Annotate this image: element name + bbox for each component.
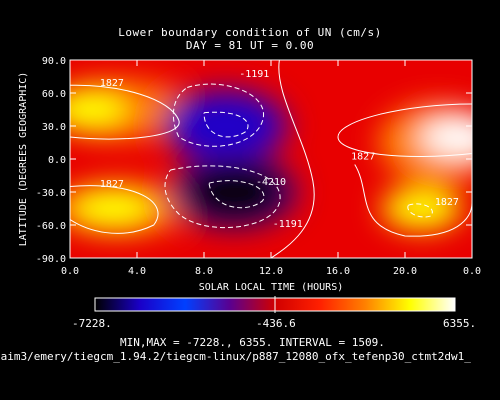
contour-lines: 1827 -1191 1827 1827 -4210 1827 -1191 — [70, 60, 472, 258]
x-tick-label: 0.0 — [61, 266, 79, 277]
heatmap-feature-0 — [173, 96, 278, 156]
contour-label: 1827 — [351, 152, 375, 163]
contour-line — [208, 180, 265, 209]
contour-label: 1827 — [100, 78, 124, 89]
x-axis-label: SOLAR LOCAL TIME (HOURS) — [199, 282, 344, 293]
y-tick-label: 90.0 — [42, 56, 66, 67]
contour-label: -1191 — [273, 219, 303, 230]
file-path-text: /aim3/emery/tiegcm_1.94.2/tiegcm-linux/p… — [0, 350, 471, 363]
x-tick-label: 12.0 — [259, 266, 283, 277]
contour-label: -1191 — [239, 69, 269, 80]
heatmap-feature-1 — [182, 162, 287, 222]
colorbar-min-label: -7228. — [72, 317, 112, 330]
heatmap-feature-3 — [70, 89, 127, 130]
contour-line — [354, 164, 472, 237]
x-tick-label: 16.0 — [326, 266, 350, 277]
y-tick-label: 0.0 — [48, 155, 66, 166]
chart-subtitle: DAY = 81 UT = 0.00 — [185, 39, 315, 52]
contour-line — [164, 165, 281, 229]
x-tick-label: 20.0 — [393, 266, 417, 277]
x-tick-label: 8.0 — [195, 266, 213, 277]
contour-line — [270, 60, 315, 258]
min-max-interval-text: MIN,MAX = -7228., 6355. INTERVAL = 1509. — [120, 336, 385, 349]
y-tick-label: -90.0 — [36, 254, 66, 265]
y-tick-label: -30.0 — [36, 188, 66, 199]
contour-line — [407, 203, 433, 218]
heatmap-feature-4 — [71, 188, 152, 229]
y-tick-label: 30.0 — [42, 122, 66, 133]
y-tick-label: -60.0 — [36, 221, 66, 232]
colorbar-max-label: 6355. — [443, 317, 477, 330]
contour-label: 1827 — [435, 197, 459, 208]
contour-line — [70, 84, 180, 140]
colorbar-mid-label: -436.6 — [256, 317, 296, 330]
x-tick-label: 0.0 — [463, 266, 481, 277]
contour-label: 1827 — [100, 179, 124, 190]
contour-line — [70, 185, 159, 234]
heatmap-feature-2 — [420, 117, 472, 157]
heatmap-feature-5 — [381, 188, 462, 229]
colorbar — [94, 296, 456, 313]
heatmap-plot — [70, 60, 472, 258]
chart-title: Lower boundary condition of UN (cm/s) — [118, 26, 382, 39]
y-axis-label: LATITUDE (DEGREES GEOGRAPHIC) — [18, 72, 29, 247]
contour-line — [203, 111, 249, 138]
x-tick-label: 4.0 — [128, 266, 146, 277]
contour-line — [337, 103, 472, 157]
contour-line — [172, 83, 265, 147]
y-tick-label: 60.0 — [42, 89, 66, 100]
contour-label: -4210 — [256, 177, 286, 188]
